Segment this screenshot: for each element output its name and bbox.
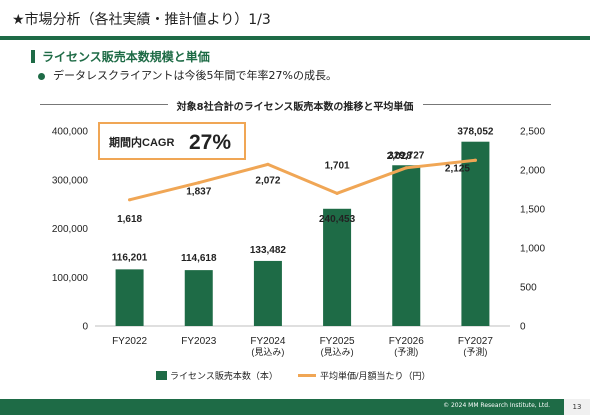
title-rule — [0, 36, 590, 40]
bullet-dot — [38, 73, 45, 80]
legend-line-label: 平均単価/月額当たり（円） — [320, 370, 431, 381]
x-tick-label: FY2022 — [112, 336, 147, 347]
x-tick-label: FY2025 — [320, 336, 355, 347]
x-tick-label: FY2023 — [181, 336, 216, 347]
bar — [184, 270, 213, 326]
legend-bar-swatch — [156, 371, 167, 380]
bar-value-label: 329,727 — [388, 150, 425, 161]
bar-value-label: 114,618 — [181, 253, 217, 264]
line-value-label: 2,028 — [387, 151, 412, 162]
chart-title-rule-left — [40, 104, 168, 105]
bar — [115, 269, 144, 326]
bar-value-label: 378,052 — [457, 127, 494, 138]
section-marker — [31, 50, 35, 63]
x-tick-label: (見込み) — [251, 347, 284, 357]
y-right-tick-label: 1,500 — [520, 205, 545, 216]
y-left-tick-label: 0 — [82, 322, 88, 333]
bar-value-label: 240,453 — [319, 214, 356, 225]
y-left-tick-label: 100,000 — [52, 273, 89, 284]
y-left-tick-label: 400,000 — [52, 127, 89, 138]
line-point — [473, 158, 478, 162]
bullet-text: データレスクライアントは今後5年間で年率27%の成長。 — [53, 69, 338, 82]
slide-title: ★市場分析（各社実績・推計値より）1/3 — [12, 12, 271, 28]
x-tick-label: (予測) — [394, 346, 418, 357]
bar-value-label: 133,482 — [250, 245, 287, 256]
cagr-callout-value: 27% — [189, 131, 231, 154]
cagr-callout-box — [98, 122, 246, 160]
line-value-label: 1,837 — [186, 187, 211, 198]
line-point — [266, 162, 270, 166]
line-value-label: 2,072 — [255, 175, 280, 186]
cagr-callout-label: 期間内CAGR — [109, 135, 174, 149]
footer-bar — [0, 399, 590, 415]
section-heading: ライセンス販売本数規模と単価 — [42, 50, 210, 64]
footer-copyright: © 2024 MM Research Institute, Ltd. — [443, 402, 550, 409]
line-value-label: 1,618 — [117, 214, 142, 225]
line-value-label: 1,701 — [325, 160, 350, 171]
y-right-tick-label: 1,000 — [520, 244, 545, 255]
x-tick-label: (予測) — [463, 346, 487, 357]
y-right-tick-label: 2,000 — [520, 166, 545, 177]
line-point — [127, 198, 132, 202]
y-left-tick-label: 300,000 — [52, 175, 89, 186]
y-left-tick-label: 200,000 — [52, 224, 89, 235]
chart-title: 対象8社合計のライセンス販売本数の推移と平均単価 — [176, 102, 414, 113]
bar — [253, 260, 282, 326]
y-right-tick-label: 0 — [520, 322, 526, 333]
x-tick-label: FY2024 — [250, 336, 285, 347]
y-right-tick-label: 2,500 — [520, 127, 545, 138]
line-value-label: 2,125 — [445, 163, 470, 174]
chart-title-rule-right — [423, 104, 551, 105]
line-point — [197, 181, 201, 185]
line-point — [404, 166, 408, 170]
line-point — [335, 191, 339, 195]
x-tick-label: (見込み) — [321, 347, 354, 357]
bar — [461, 141, 490, 326]
bar — [323, 208, 352, 326]
average-price-line — [129, 158, 476, 202]
bar — [392, 165, 421, 326]
x-tick-label: FY2027 — [458, 336, 493, 347]
bar-value-label: 116,201 — [112, 252, 148, 263]
x-tick-label: FY2026 — [389, 336, 424, 347]
page-number: 13 — [564, 399, 590, 415]
y-right-tick-label: 500 — [520, 283, 537, 294]
combo-chart: 0 100,000 200,000 300,000 400,000 0 500 1,000 1,… — [52, 122, 545, 381]
legend-bar-label: ライセンス販売本数（本） — [170, 370, 278, 381]
